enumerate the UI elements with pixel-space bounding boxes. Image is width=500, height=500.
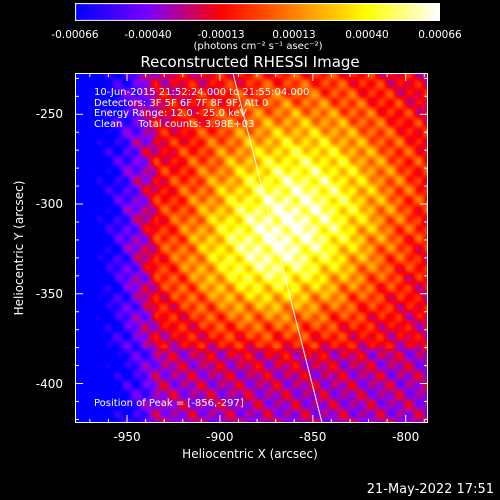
x-tick-label: -800 — [392, 430, 420, 444]
info-energy-range: Energy Range: 12.0 - 25.0 keV — [94, 108, 247, 119]
x-tick-label: -950 — [113, 430, 141, 444]
info-detectors: Detectors: 3F 5F 6F 7F 8F 9F, Att 0 — [94, 97, 269, 109]
x-tick-label: -900 — [206, 430, 234, 444]
heatmap-image — [75, 73, 428, 423]
colorbar-tick-label: 0.00040 — [345, 29, 389, 41]
colorbar — [75, 3, 440, 21]
y-tick-label: -400 — [35, 376, 63, 391]
colorbar-tick-label: -0.00066 — [51, 29, 99, 41]
heatmap-canvas — [75, 73, 428, 423]
info-clean-counts: Clean Total counts: 3.98E+03 — [94, 118, 255, 130]
colorbar-tick-label: -0.00040 — [124, 29, 172, 41]
timestamp-footer: 21-May-2022 17:51 — [366, 482, 494, 497]
x-tick-label: -850 — [299, 430, 327, 444]
colorbar-units: (photons cm⁻² s⁻¹ asec⁻²) — [193, 41, 323, 52]
plot-title: Reconstructed RHESSI Image — [140, 53, 360, 71]
solar-limb-line — [232, 72, 323, 424]
y-tick-label: -350 — [35, 286, 63, 301]
y-tick-label: -250 — [35, 107, 63, 122]
plot-frame — [75, 73, 428, 423]
colorbar-tick-label: 0.00066 — [418, 29, 462, 41]
x-axis-label: Heliocentric X (arcsec) — [182, 447, 318, 461]
y-tick-label: -300 — [35, 197, 63, 212]
colorbar-tick-label: 0.00013 — [272, 29, 316, 41]
info-time-range: 10-Jun-2015 21:52:24.000 to 21:55:04.000 — [94, 87, 310, 98]
peak-position-label: Position of Peak = [-856,-297] — [94, 398, 244, 409]
y-axis-label: Heliocentric Y (arcsec) — [12, 180, 26, 316]
colorbar-tick-label: -0.00013 — [197, 29, 245, 41]
